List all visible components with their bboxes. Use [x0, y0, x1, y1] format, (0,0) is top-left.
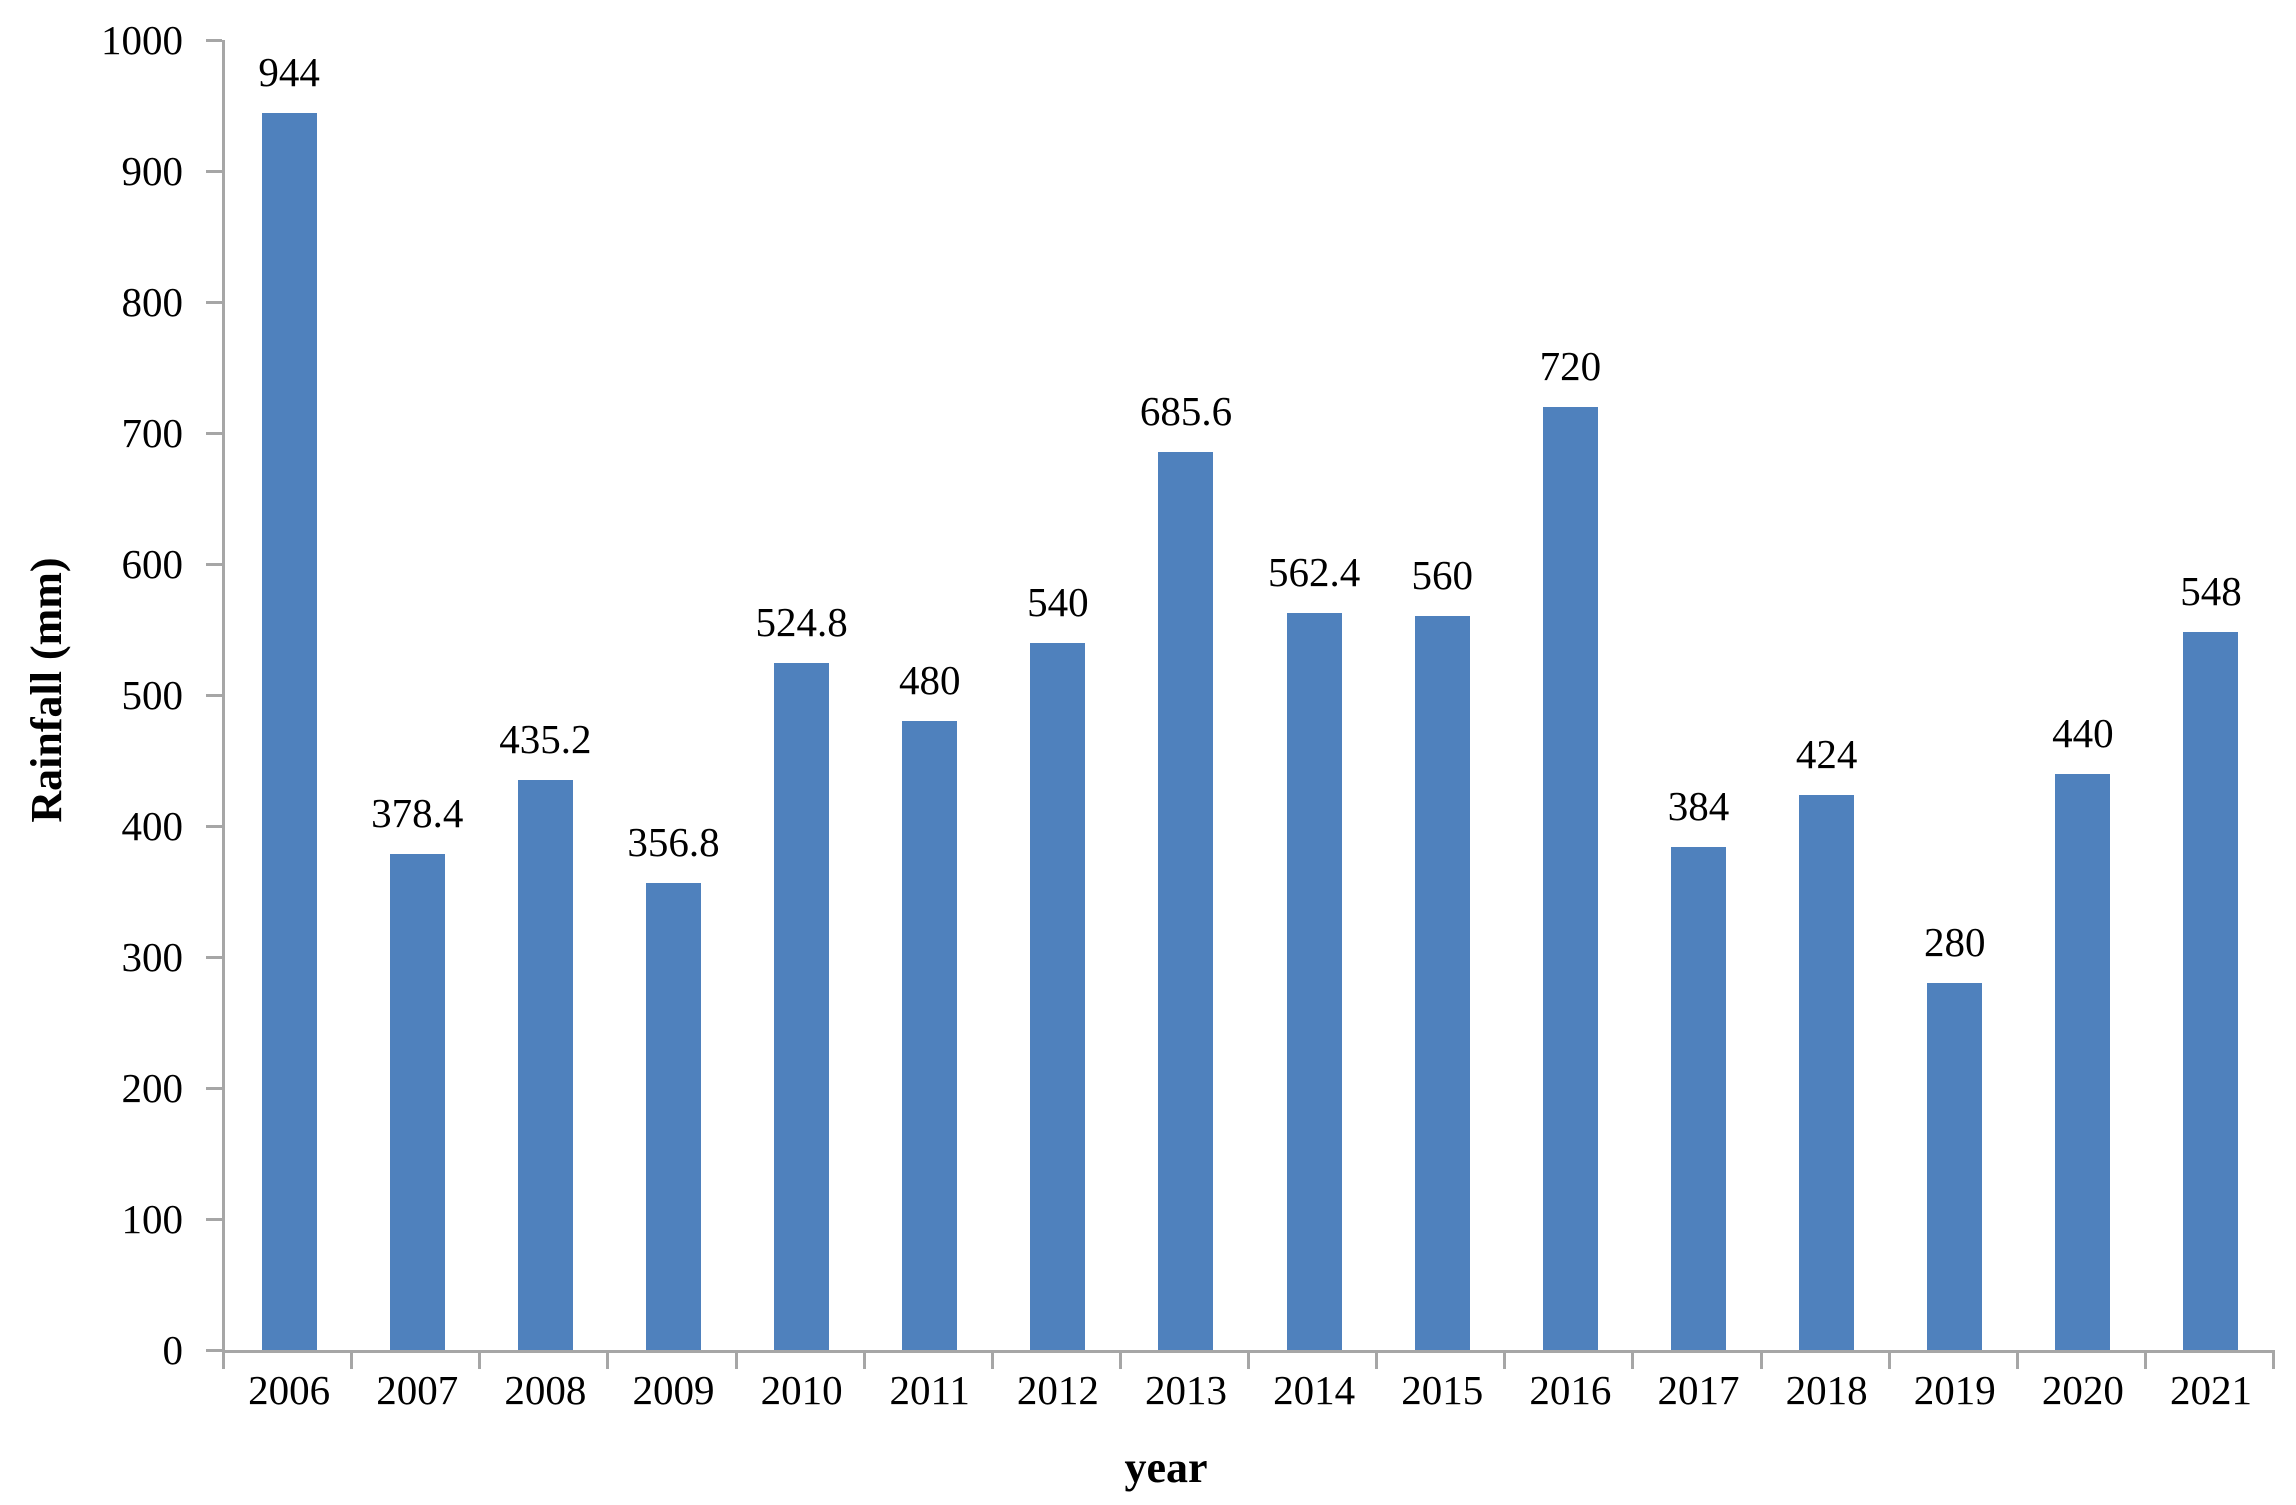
bar-value-label-2014: 562.4 [1267, 549, 1361, 596]
bar-2017 [1670, 846, 1726, 1350]
x-category-label-2017: 2017 [1657, 1367, 1740, 1413]
y-tick-200 [206, 1086, 222, 1090]
x-tick-9 [1375, 1353, 1379, 1369]
bar-value-label-2021: 548 [2180, 568, 2242, 615]
plot-area: 944 378.4 435.2 356.8 524.8 480 540 685.6 562.4 5… [222, 40, 2275, 1353]
bar-value-label-2020: 440 [2052, 709, 2114, 756]
bar-2020 [2055, 773, 2111, 1350]
x-tick-3 [606, 1353, 610, 1369]
bar-2016 [1542, 406, 1598, 1350]
bar-value-label-2006: 944 [258, 49, 320, 96]
bar-2019 [1927, 983, 1983, 1350]
y-tick-label-300: 300 [121, 934, 184, 980]
y-tick-label-600: 600 [121, 541, 184, 587]
x-category-label-2014: 2014 [1273, 1367, 1356, 1413]
y-tick-label-900: 900 [121, 148, 184, 194]
y-tick-label-400: 400 [121, 803, 184, 849]
y-tick-300 [206, 955, 222, 959]
bar-value-label-2007: 378.4 [371, 790, 464, 837]
bar-value-label-2008: 435.2 [499, 715, 592, 762]
x-category-label-2018: 2018 [1785, 1367, 1868, 1413]
y-tick-label-200: 200 [121, 1065, 184, 1111]
bar-2018 [1799, 794, 1855, 1350]
x-category-label-2013: 2013 [1144, 1367, 1227, 1413]
y-tick-700 [206, 431, 222, 435]
bar-2011 [902, 721, 958, 1350]
bar-value-label-2016: 720 [1539, 342, 1602, 389]
x-tick-16 [2272, 1353, 2275, 1369]
x-category-label-2020: 2020 [2041, 1367, 2124, 1413]
bar-value-label-2009: 356.8 [627, 818, 720, 865]
y-tick-label-100: 100 [121, 1196, 184, 1242]
bar-2010 [774, 662, 830, 1350]
y-tick-400 [206, 824, 222, 828]
x-tick-8 [1247, 1353, 1250, 1369]
x-tick-6 [990, 1353, 994, 1369]
x-category-label-2011: 2011 [889, 1367, 970, 1413]
x-tick-2 [478, 1353, 482, 1369]
bar-2007 [389, 854, 445, 1350]
bar-2009 [645, 882, 701, 1350]
y-tick-1000 [206, 38, 222, 42]
bar-value-label-2018: 424 [1795, 730, 1858, 777]
x-category-label-2015: 2015 [1401, 1367, 1484, 1413]
x-category-label-2006: 2006 [248, 1367, 331, 1413]
x-tick-14 [2015, 1353, 2019, 1369]
y-tick-500 [206, 693, 222, 697]
bar-2014 [1286, 613, 1342, 1350]
x-category-label-2008: 2008 [504, 1367, 587, 1413]
x-axis-title: year [1124, 1443, 1208, 1492]
bar-value-label-2015: 560 [1411, 552, 1473, 599]
bar-value-label-2019: 280 [1923, 919, 1986, 966]
bar-2006 [261, 113, 317, 1350]
x-tick-5 [862, 1353, 866, 1369]
bar-value-label-2011: 480 [898, 657, 961, 704]
x-tick-10 [1503, 1353, 1507, 1369]
x-category-label-2019: 2019 [1913, 1367, 1996, 1413]
y-tick-0 [206, 1348, 222, 1352]
y-tick-900 [206, 169, 222, 173]
x-tick-1 [350, 1353, 354, 1369]
x-category-label-2010: 2010 [760, 1367, 843, 1413]
bar-value-label-2012: 540 [1027, 578, 1089, 625]
bar-2021 [2183, 632, 2239, 1350]
x-category-label-2012: 2012 [1016, 1367, 1099, 1413]
bar-2013 [1158, 451, 1214, 1350]
x-category-label-2009: 2009 [632, 1367, 715, 1413]
bar-value-label-2017: 384 [1667, 782, 1730, 829]
x-category-label-2007: 2007 [376, 1367, 459, 1413]
y-tick-600 [206, 562, 222, 566]
y-tick-label-1000: 1000 [101, 17, 183, 63]
bar-2012 [1030, 642, 1086, 1350]
y-tick-100 [206, 1217, 222, 1221]
x-tick-4 [734, 1353, 738, 1369]
x-tick-13 [1887, 1353, 1891, 1369]
bar-value-label-2013: 685.6 [1139, 387, 1233, 434]
x-tick-11 [1631, 1353, 1635, 1369]
x-tick-0 [222, 1353, 225, 1369]
y-tick-label-0: 0 [162, 1327, 184, 1373]
x-tick-7 [1118, 1353, 1122, 1369]
y-tick-label-500: 500 [121, 672, 184, 718]
bar-value-label-2010: 524.8 [755, 598, 848, 645]
y-tick-800 [206, 300, 222, 304]
x-category-label-2016: 2016 [1529, 1367, 1612, 1413]
x-tick-12 [1759, 1353, 1763, 1369]
x-tick-15 [2143, 1353, 2147, 1369]
bar-2008 [517, 779, 573, 1350]
x-category-label-2021: 2021 [2169, 1367, 2252, 1413]
bar-2015 [1414, 616, 1470, 1350]
y-tick-label-800: 800 [121, 279, 184, 325]
y-tick-label-700: 700 [121, 410, 184, 456]
